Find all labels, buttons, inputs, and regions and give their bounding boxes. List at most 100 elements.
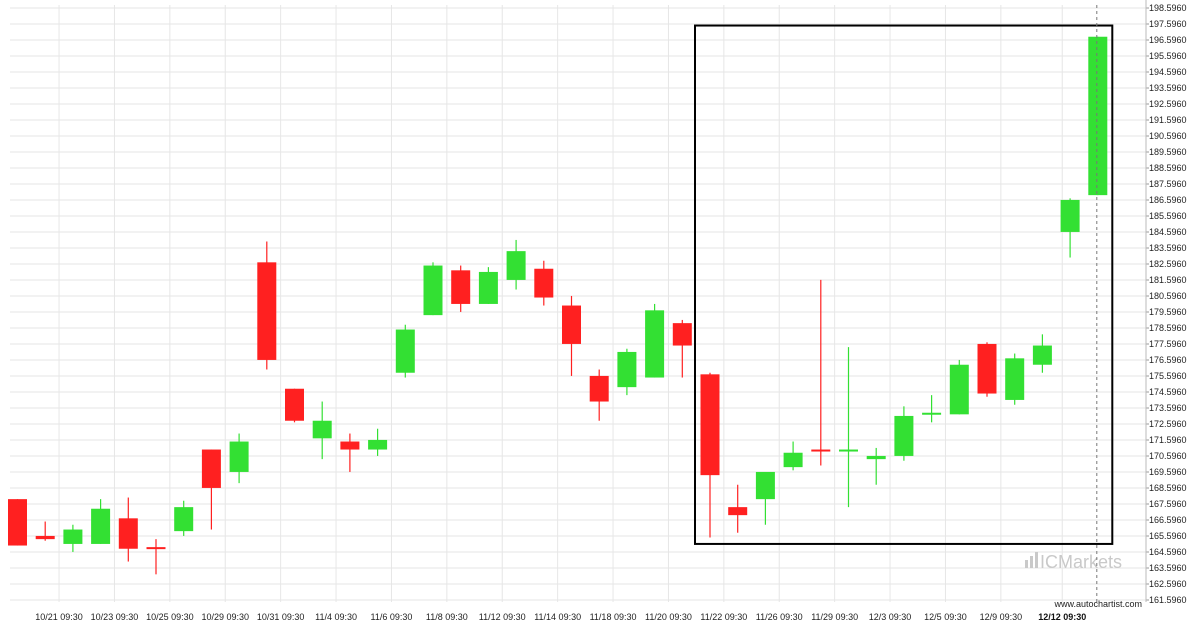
candle-body bbox=[35, 535, 55, 540]
candle-body bbox=[395, 329, 415, 373]
y-tick-label: 176.5960 bbox=[1149, 355, 1187, 365]
candle bbox=[700, 372, 720, 538]
candle bbox=[63, 524, 83, 552]
candle bbox=[866, 447, 886, 485]
x-tick-label: 10/23 09:30 bbox=[91, 612, 139, 622]
candle bbox=[118, 497, 138, 562]
x-tick-label: 11/22 09:30 bbox=[700, 612, 747, 622]
candle bbox=[201, 449, 221, 530]
y-tick-label: 163.5960 bbox=[1149, 563, 1187, 573]
watermark-logo: ICMarkets bbox=[1025, 552, 1122, 572]
x-tick-label: 11/29 09:30 bbox=[811, 612, 858, 622]
candle-body bbox=[534, 268, 554, 298]
y-tick-label: 198.5960 bbox=[1149, 3, 1187, 13]
candle bbox=[755, 471, 775, 525]
y-tick-label: 164.5960 bbox=[1149, 547, 1187, 557]
candle bbox=[146, 539, 166, 575]
candle-body bbox=[91, 508, 111, 544]
y-tick-label: 175.5960 bbox=[1149, 371, 1187, 381]
candle-body bbox=[63, 529, 83, 544]
y-tick-label: 171.5960 bbox=[1149, 435, 1187, 445]
candle-body bbox=[645, 310, 665, 378]
candle-body bbox=[340, 441, 360, 450]
candle-body bbox=[922, 412, 942, 415]
y-tick-label: 168.5960 bbox=[1149, 483, 1187, 493]
y-tick-label: 173.5960 bbox=[1149, 403, 1187, 413]
candle bbox=[839, 347, 858, 508]
y-tick-label: 165.5960 bbox=[1149, 531, 1187, 541]
candle-body bbox=[8, 499, 27, 546]
candle-body bbox=[562, 305, 581, 344]
x-tick-label: 11/4 09:30 bbox=[315, 612, 357, 622]
candle-body bbox=[201, 449, 221, 488]
candle bbox=[478, 267, 498, 304]
candle-body bbox=[728, 507, 748, 516]
x-tick-label: 11/20 09:30 bbox=[645, 612, 692, 622]
candle bbox=[1060, 198, 1080, 258]
candle-body bbox=[285, 388, 304, 421]
candle-body bbox=[894, 415, 914, 456]
candle-body bbox=[755, 471, 775, 500]
candle-body bbox=[839, 449, 858, 452]
x-tick-label: 11/12 09:30 bbox=[479, 612, 526, 622]
candle-body bbox=[949, 364, 969, 415]
y-tick-label: 184.5960 bbox=[1149, 227, 1187, 237]
y-axis-ticks: 198.5960 197.5960 196.5960 195.5960 194.5960… bbox=[1145, 0, 1187, 605]
candle-body bbox=[312, 420, 332, 439]
y-tick-label: 172.5960 bbox=[1149, 419, 1187, 429]
pattern-box bbox=[694, 24, 1114, 545]
candle-body bbox=[368, 439, 388, 450]
y-tick-label: 170.5960 bbox=[1149, 451, 1187, 461]
y-tick-label: 191.5960 bbox=[1149, 115, 1187, 125]
candle bbox=[340, 433, 360, 472]
candle bbox=[423, 262, 443, 316]
candle bbox=[894, 406, 914, 461]
candle-body bbox=[423, 265, 443, 316]
y-tick-label: 180.5960 bbox=[1149, 291, 1187, 301]
candle-body bbox=[229, 441, 249, 472]
candle-body bbox=[977, 343, 997, 394]
watermark-bars-icon bbox=[1025, 552, 1038, 568]
y-tick-label: 166.5960 bbox=[1149, 515, 1187, 525]
candle-body bbox=[1088, 36, 1108, 196]
y-tick-label: 178.5960 bbox=[1149, 323, 1187, 333]
candle bbox=[506, 239, 526, 290]
y-tick-label: 182.5960 bbox=[1149, 259, 1187, 269]
candle-body bbox=[1060, 199, 1080, 232]
x-tick-label: 12/12 09:30 bbox=[1038, 612, 1086, 622]
y-tick-label: 167.5960 bbox=[1149, 499, 1187, 509]
candle-body bbox=[174, 507, 194, 532]
candle-body bbox=[617, 351, 637, 388]
highlight-box bbox=[694, 5, 1114, 602]
grid bbox=[10, 5, 1146, 602]
x-tick-label: 12/3 09:30 bbox=[869, 612, 912, 622]
y-tick-label: 189.5960 bbox=[1149, 147, 1187, 157]
candle-body bbox=[700, 374, 720, 476]
y-tick-label: 162.5960 bbox=[1149, 579, 1187, 589]
candle bbox=[8, 499, 27, 546]
candle-body bbox=[866, 455, 886, 460]
y-tick-label: 188.5960 bbox=[1149, 163, 1187, 173]
y-tick-label: 187.5960 bbox=[1149, 179, 1187, 189]
y-tick-label: 197.5960 bbox=[1149, 19, 1187, 29]
x-tick-label: 11/14 09:30 bbox=[534, 612, 581, 622]
y-tick-label: 195.5960 bbox=[1149, 51, 1187, 61]
x-tick-label: 10/31 09:30 bbox=[257, 612, 305, 622]
candle bbox=[368, 428, 388, 456]
x-tick-label: 11/6 09:30 bbox=[371, 612, 413, 622]
candle-body bbox=[146, 547, 166, 550]
candle bbox=[534, 260, 554, 306]
watermark-brand: ICMarkets bbox=[1040, 552, 1122, 572]
x-tick-label: 10/29 09:30 bbox=[201, 612, 249, 622]
candle bbox=[257, 241, 277, 370]
candle-body bbox=[811, 449, 831, 452]
candle-body bbox=[478, 271, 498, 304]
y-tick-label: 190.5960 bbox=[1149, 131, 1187, 141]
candle-body bbox=[257, 262, 277, 360]
x-tick-label: 11/26 09:30 bbox=[756, 612, 803, 622]
y-tick-label: 186.5960 bbox=[1149, 195, 1187, 205]
candle bbox=[922, 395, 942, 423]
candle bbox=[1005, 353, 1025, 405]
